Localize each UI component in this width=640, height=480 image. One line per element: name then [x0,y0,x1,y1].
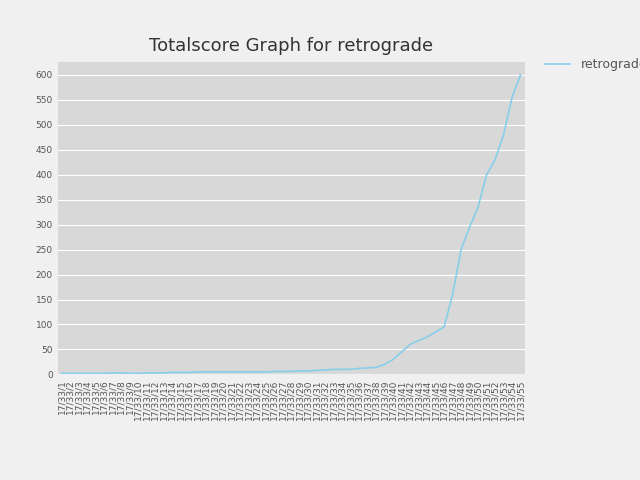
retrograde [168,370,176,375]
retrograde [508,95,516,100]
retrograde [466,224,474,230]
retrograde [228,369,236,375]
retrograde [516,72,524,78]
retrograde [58,371,66,376]
Line: retrograde: retrograde [62,75,520,373]
retrograde [143,370,150,376]
retrograde [109,370,116,376]
Title: Totalscore Graph for retrograde: Totalscore Graph for retrograde [149,37,433,55]
Legend: retrograde: retrograde [540,53,640,76]
